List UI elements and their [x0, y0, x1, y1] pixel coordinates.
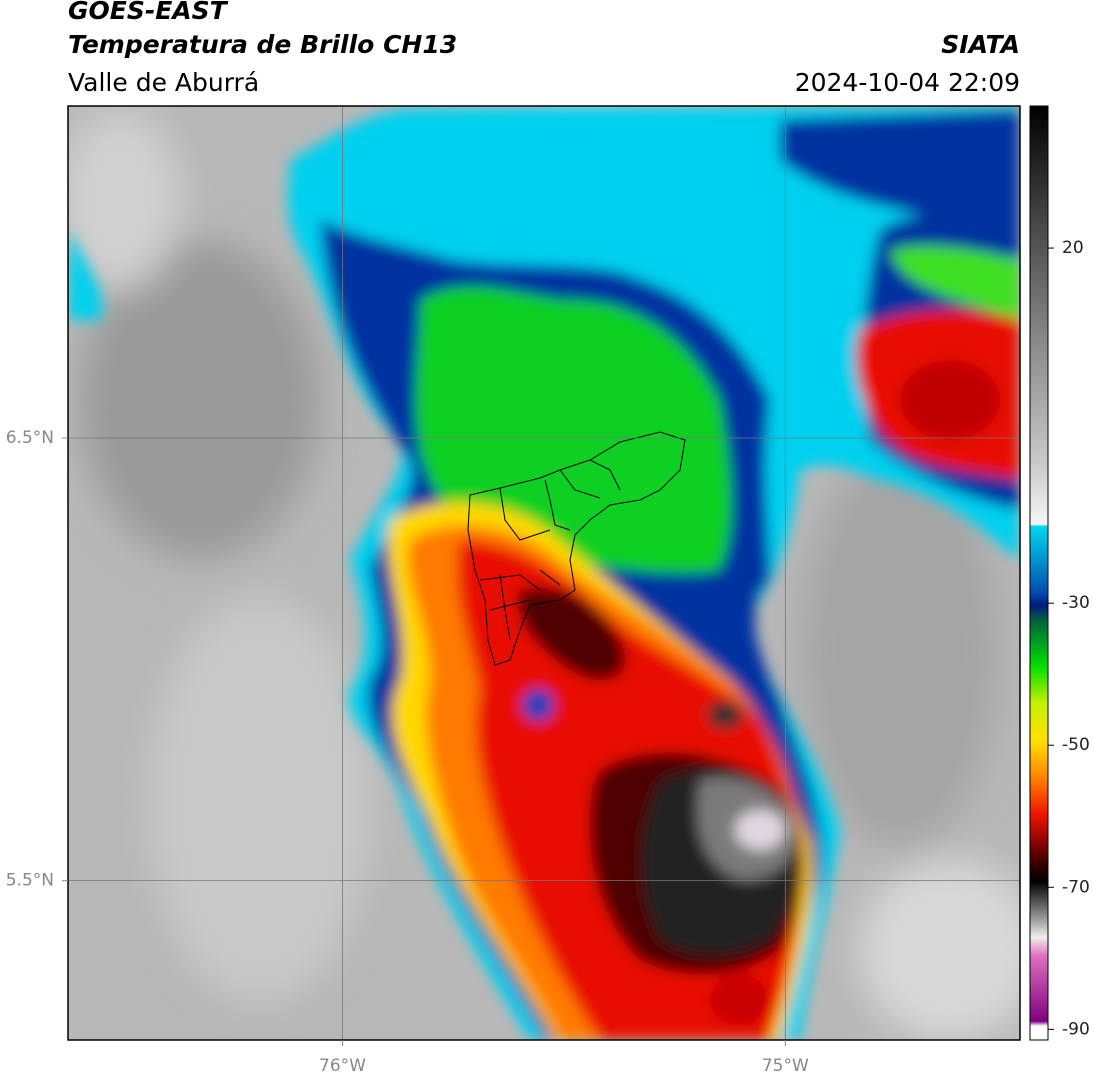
colorbar-tick-label: -90 — [1062, 1019, 1090, 1039]
x-tick-label: 75°W — [762, 1056, 809, 1076]
y-tick-label: 5.5°N — [6, 871, 54, 891]
colorbar-tick-label: -50 — [1062, 735, 1090, 755]
title: GOES-EAST — [68, 0, 229, 25]
colorbar-tick-label: -30 — [1062, 593, 1090, 613]
colorbar-tick-label: -70 — [1062, 877, 1090, 897]
datetime: 2024-10-04 22:09 — [795, 68, 1020, 97]
satellite-image — [68, 106, 1020, 1040]
y-tick-label: 6.5°N — [6, 428, 54, 448]
region: Valle de Aburrá — [68, 68, 259, 97]
colorbar-tick-label: 20 — [1062, 238, 1084, 258]
subtitle: Temperatura de Brillo CH13 — [68, 30, 457, 59]
colorbar — [1029, 105, 1049, 1041]
map-frame — [67, 105, 1021, 1041]
x-tick-label: 76°W — [319, 1056, 366, 1076]
source: SIATA — [941, 30, 1020, 59]
municipality-outlines — [467, 431, 686, 666]
